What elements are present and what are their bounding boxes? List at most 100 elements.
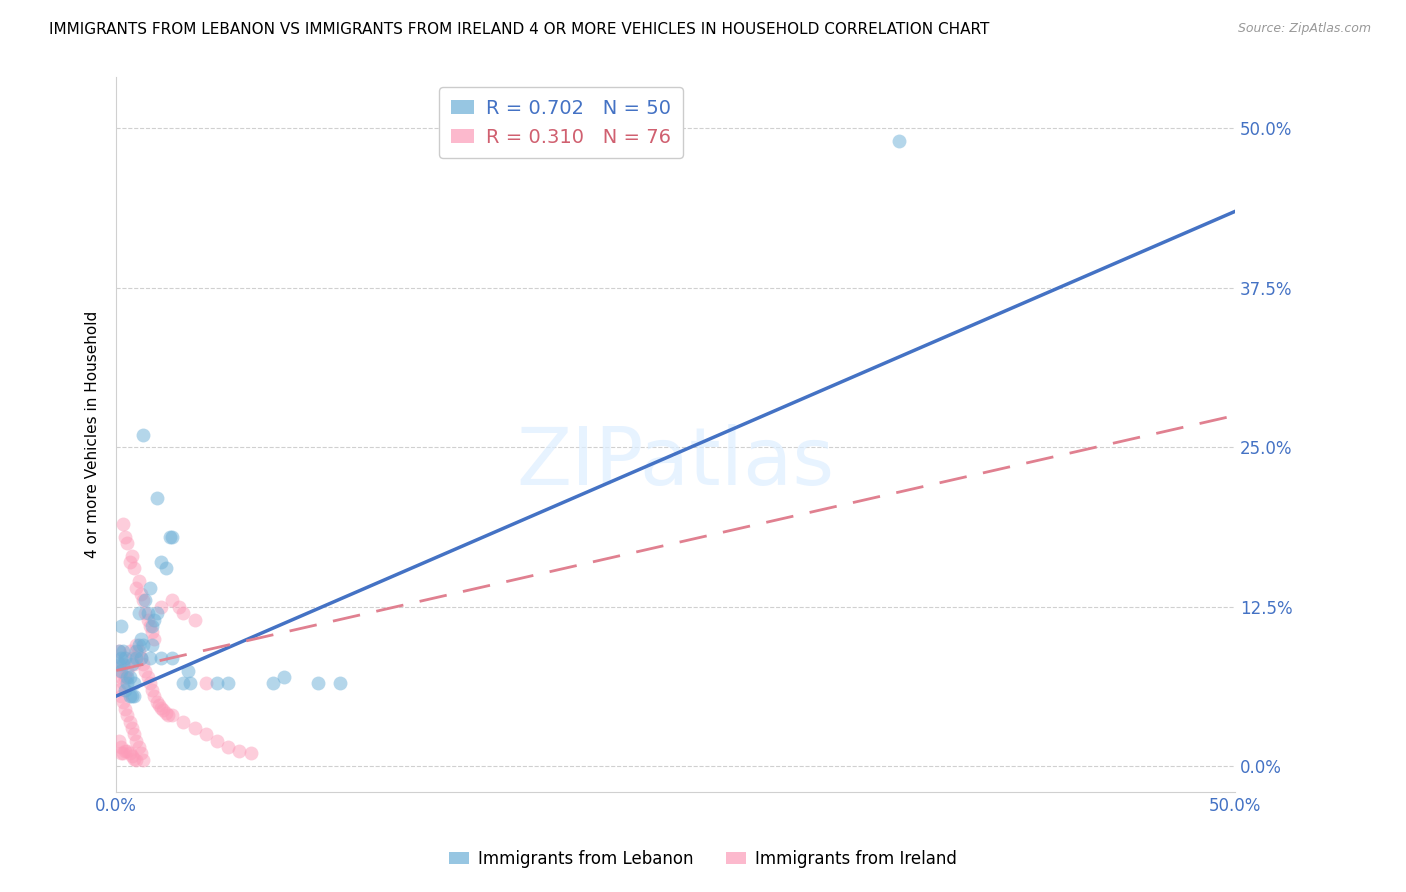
Point [167,599,190,614]
Point [107,664,129,678]
Point [141,638,163,652]
Point [125,581,148,595]
Point [128,606,150,620]
Point [307,676,329,690]
Point [141,625,163,640]
Point [129,587,152,601]
Point [122,727,145,741]
Point [150,599,173,614]
Point [172,676,194,690]
Point [160,530,183,544]
Point [107,644,129,658]
Point [172,714,194,729]
Point [143,632,166,646]
Text: Source: ZipAtlas.com: Source: ZipAtlas.com [1237,22,1371,36]
Point [114,650,136,665]
Point [110,619,132,633]
Point [118,644,141,658]
Point [117,670,139,684]
Point [129,650,152,665]
Point [132,427,155,442]
Point [110,747,132,761]
Point [129,747,152,761]
Point [134,593,156,607]
Legend: Immigrants from Lebanon, Immigrants from Ireland: Immigrants from Lebanon, Immigrants from… [443,844,963,875]
Point [122,751,145,765]
Point [145,491,167,506]
Point [205,676,228,690]
Point [148,698,170,712]
Point [121,650,143,665]
Point [160,708,183,723]
Point [118,555,141,569]
Point [160,650,183,665]
Point [155,561,177,575]
Point [139,650,162,665]
Point [122,689,145,703]
Point [134,664,156,678]
Point [110,664,132,678]
Point [134,606,156,620]
Point [156,708,179,723]
Point [177,664,200,678]
Point [159,530,181,544]
Point [132,753,155,767]
Point [150,650,173,665]
Point [121,689,143,703]
Point [117,676,139,690]
Point [117,536,139,550]
Point [122,561,145,575]
Point [107,733,129,747]
Point [114,670,136,684]
Text: IMMIGRANTS FROM LEBANON VS IMMIGRANTS FROM IRELAND 4 OR MORE VEHICLES IN HOUSEHO: IMMIGRANTS FROM LEBANON VS IMMIGRANTS FR… [49,22,990,37]
Point [118,747,141,761]
Point [128,740,150,755]
Point [114,530,136,544]
Point [228,744,250,758]
Point [143,689,166,703]
Point [160,593,183,607]
Point [183,613,205,627]
Point [110,650,132,665]
Point [118,689,141,703]
Point [143,613,166,627]
Point [114,744,136,758]
Point [111,695,134,709]
Point [128,574,150,589]
Point [194,676,217,690]
Point [121,721,143,735]
Point [111,747,134,761]
Point [110,670,132,684]
Y-axis label: 4 or more Vehicles in Household: 4 or more Vehicles in Household [86,311,100,558]
Point [139,676,162,690]
Point [889,134,911,148]
Point [111,657,134,672]
Point [128,644,150,658]
Point [155,706,177,720]
Point [129,632,152,646]
Point [132,593,155,607]
Point [145,695,167,709]
Point [118,714,141,729]
Point [132,638,155,652]
Point [114,702,136,716]
Point [118,670,141,684]
Point [125,733,148,747]
Point [111,644,134,658]
Point [111,676,134,690]
Point [183,721,205,735]
Point [205,733,228,747]
Point [150,555,173,569]
Point [172,606,194,620]
Point [139,619,162,633]
Point [107,644,129,658]
Point [117,708,139,723]
Point [139,581,162,595]
Legend: R = 0.702   N = 50, R = 0.310   N = 76: R = 0.702 N = 50, R = 0.310 N = 76 [439,87,682,158]
Point [141,619,163,633]
Point [110,740,132,755]
Point [117,744,139,758]
Point [129,650,152,665]
Point [128,638,150,652]
Point [125,650,148,665]
